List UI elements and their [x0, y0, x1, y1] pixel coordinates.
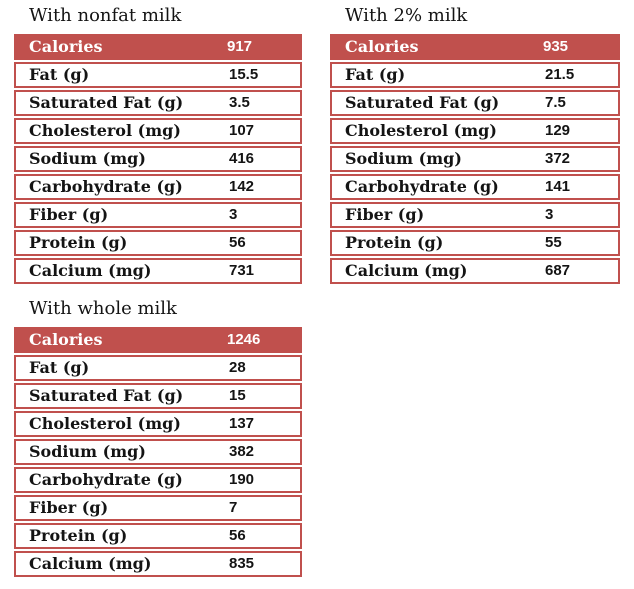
table-row-fat: Fat (g) 21.5 [330, 62, 620, 88]
nutrient-label: Fat (g) [29, 358, 90, 377]
table-row-calcium: Calcium (mg) 687 [330, 258, 620, 284]
table-row-carbohydrate: Carbohydrate (g) 141 [330, 174, 620, 200]
nutrient-label: Protein (g) [29, 526, 128, 545]
nutrient-label: Protein (g) [29, 233, 128, 252]
nutrient-value: 137 [229, 415, 255, 432]
table-row-calcium: Calcium (mg) 731 [14, 258, 302, 284]
table-title-nonfat-milk: With nonfat milk [29, 5, 182, 26]
table-title-2-percent-milk: With 2% milk [345, 5, 468, 26]
nutrient-value: 3.5 [229, 94, 250, 111]
nutrient-label: Carbohydrate (g) [345, 177, 499, 196]
nutrient-value: 107 [229, 122, 255, 139]
table-row-calcium: Calcium (mg) 835 [14, 551, 302, 577]
table-row-cholesterol: Cholesterol (mg) 129 [330, 118, 620, 144]
nutrient-value: 3 [545, 206, 554, 223]
nutrient-value: 3 [229, 206, 238, 223]
nutrient-label: Cholesterol (mg) [29, 121, 181, 140]
nutrient-label: Sodium (mg) [29, 442, 146, 461]
nutrient-label: Protein (g) [345, 233, 444, 252]
nutrient-label: Calories [345, 37, 419, 56]
nutrient-value: 56 [229, 234, 246, 251]
nutrient-label: Carbohydrate (g) [29, 177, 183, 196]
nutrient-label: Cholesterol (mg) [29, 414, 181, 433]
nutrient-label: Saturated Fat (g) [29, 93, 184, 112]
nutrient-label: Calcium (mg) [29, 261, 152, 280]
table-row-saturated-fat: Saturated Fat (g) 15 [14, 383, 302, 409]
table-row-protein: Protein (g) 55 [330, 230, 620, 256]
nutrient-value: 21.5 [545, 66, 575, 83]
table-row-sodium: Sodium (mg) 372 [330, 146, 620, 172]
nutrient-label: Fat (g) [345, 65, 406, 84]
nutrient-label: Fiber (g) [29, 205, 109, 224]
nutrient-value: 28 [229, 359, 246, 376]
nutrient-value: 382 [229, 443, 255, 460]
nutrient-label: Fat (g) [29, 65, 90, 84]
table-row-fat: Fat (g) 15.5 [14, 62, 302, 88]
nutrition-table-whole-milk: With whole milk Calories 1246 Fat (g) 28… [14, 298, 302, 579]
calories-header-row: Calories 935 [330, 34, 620, 60]
nutrient-value: 15.5 [229, 66, 259, 83]
table-row-cholesterol: Cholesterol (mg) 137 [14, 411, 302, 437]
table-row-fiber: Fiber (g) 3 [14, 202, 302, 228]
table-title-whole-milk: With whole milk [29, 298, 177, 319]
nutrient-value: 935 [543, 38, 569, 55]
nutrient-label: Cholesterol (mg) [345, 121, 497, 140]
nutrient-value: 372 [545, 150, 571, 167]
table-row-carbohydrate: Carbohydrate (g) 142 [14, 174, 302, 200]
nutrient-label: Saturated Fat (g) [29, 386, 184, 405]
nutrient-value: 917 [227, 38, 253, 55]
nutrient-value: 141 [545, 178, 571, 195]
nutrient-label: Sodium (mg) [29, 149, 146, 168]
nutrient-value: 731 [229, 262, 255, 279]
table-row-saturated-fat: Saturated Fat (g) 3.5 [14, 90, 302, 116]
table-row-fiber: Fiber (g) 3 [330, 202, 620, 228]
table-row-sodium: Sodium (mg) 382 [14, 439, 302, 465]
nutrient-label: Calories [29, 330, 103, 349]
nutrient-value: 56 [229, 527, 246, 544]
nutrient-label: Fiber (g) [345, 205, 425, 224]
nutrient-label: Calcium (mg) [345, 261, 468, 280]
calories-header-row: Calories 1246 [14, 327, 302, 353]
nutrient-value: 416 [229, 150, 255, 167]
nutrition-table-2-percent-milk: With 2% milk Calories 935 Fat (g) 21.5 S… [330, 5, 620, 286]
table-row-saturated-fat: Saturated Fat (g) 7.5 [330, 90, 620, 116]
table-row-protein: Protein (g) 56 [14, 523, 302, 549]
nutrient-value: 835 [229, 555, 255, 572]
nutrient-value: 190 [229, 471, 255, 488]
nutrient-label: Sodium (mg) [345, 149, 462, 168]
nutrient-label: Carbohydrate (g) [29, 470, 183, 489]
nutrient-value: 55 [545, 234, 562, 251]
nutrient-value: 687 [545, 262, 571, 279]
table-row-cholesterol: Cholesterol (mg) 107 [14, 118, 302, 144]
table-row-fat: Fat (g) 28 [14, 355, 302, 381]
nutrition-table-nonfat-milk: With nonfat milk Calories 917 Fat (g) 15… [14, 5, 302, 286]
nutrient-label: Fiber (g) [29, 498, 109, 517]
nutrient-value: 1246 [227, 331, 261, 348]
nutrient-label: Calories [29, 37, 103, 56]
nutrient-value: 142 [229, 178, 255, 195]
table-row-fiber: Fiber (g) 7 [14, 495, 302, 521]
table-row-sodium: Sodium (mg) 416 [14, 146, 302, 172]
table-row-protein: Protein (g) 56 [14, 230, 302, 256]
nutrient-value: 7.5 [545, 94, 566, 111]
nutrient-label: Calcium (mg) [29, 554, 152, 573]
nutrient-value: 15 [229, 387, 246, 404]
table-row-carbohydrate: Carbohydrate (g) 190 [14, 467, 302, 493]
nutrient-value: 7 [229, 499, 238, 516]
calories-header-row: Calories 917 [14, 34, 302, 60]
nutrient-value: 129 [545, 122, 571, 139]
nutrient-label: Saturated Fat (g) [345, 93, 500, 112]
